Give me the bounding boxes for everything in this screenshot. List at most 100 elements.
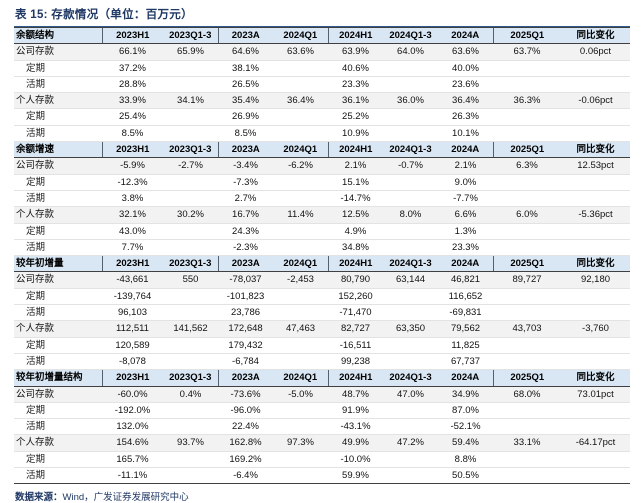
cell: 43.0%: [102, 223, 163, 240]
cell: -2,453: [273, 271, 328, 289]
cell: 32.1%: [102, 206, 163, 224]
table-row: 活期 -8,078 -6,784 99,238 67,737: [14, 353, 630, 371]
cell: -5.0%: [273, 386, 328, 403]
cell: [493, 60, 561, 77]
cell: -5.36pct: [561, 206, 630, 224]
cell: 6.3%: [493, 157, 561, 175]
cell: 82,727: [328, 320, 383, 338]
cell: [561, 353, 630, 371]
cell: [493, 190, 561, 208]
cell: [561, 402, 630, 420]
cell: 26.5%: [218, 76, 273, 94]
row-label: 公司存款: [14, 271, 102, 289]
cell: 23,786: [218, 304, 273, 322]
cell: 91.9%: [328, 402, 383, 420]
cell: -6.4%: [218, 467, 273, 485]
cell: -6.2%: [273, 157, 328, 175]
cell: 6.6%: [438, 206, 493, 224]
cell: [493, 467, 561, 485]
cell: 28.8%: [102, 76, 163, 94]
table-row: 公司存款 -43,661 550 -78,037 -2,453 80,790 63,144 4…: [14, 271, 630, 289]
cell: [273, 125, 328, 143]
cell: 0.06pct: [561, 43, 630, 61]
cell: -6,784: [218, 353, 273, 371]
cell: [273, 190, 328, 208]
cell: [493, 108, 561, 126]
cell: [273, 76, 328, 94]
cell: 4.9%: [328, 223, 383, 240]
cell: 22.4%: [218, 418, 273, 436]
table-row: 活期 7.7% -2.3% 34.8% 23.3%: [14, 239, 630, 257]
cell: 10.9%: [328, 125, 383, 143]
cell: 25.4%: [102, 108, 163, 126]
cell: 36.0%: [383, 92, 438, 110]
cell: 9.0%: [438, 174, 493, 191]
cell: -0.7%: [383, 157, 438, 175]
column-header: 2024A: [438, 26, 493, 45]
cell: -2.3%: [218, 239, 273, 257]
cell: -7.3%: [218, 174, 273, 191]
cell: [493, 76, 561, 94]
cell: [493, 353, 561, 371]
cell: [493, 288, 561, 306]
cell: [493, 402, 561, 420]
cell: -192.0%: [102, 402, 163, 420]
column-header: 2024H1: [327, 369, 383, 387]
row-label: 活期: [14, 304, 102, 322]
cell: 7.7%: [102, 239, 163, 257]
cell: 36.1%: [328, 92, 383, 110]
row-label: 定期: [14, 223, 102, 240]
row-label: 个人存款: [14, 320, 102, 338]
cell: [561, 223, 630, 240]
table-row: 活期 3.8% 2.7% -14.7% -7.7%: [14, 190, 630, 208]
cell: [163, 125, 218, 143]
table-row: 公司存款 -60.0% 0.4% -73.6% -5.0% 48.7% 47.0% 34.9%…: [14, 386, 630, 403]
row-label: 定期: [14, 174, 102, 191]
cell: 12.53pct: [561, 157, 630, 175]
cell: [561, 60, 630, 77]
cell: 132.0%: [102, 418, 163, 436]
cell: [561, 239, 630, 257]
cell: [561, 190, 630, 208]
column-header: 2023A: [217, 141, 273, 159]
cell: [383, 239, 438, 257]
cell: [273, 174, 328, 191]
column-header: 同比变化: [561, 255, 630, 273]
cell: [561, 337, 630, 354]
row-label: 活期: [14, 353, 102, 371]
cell: [493, 304, 561, 322]
cell: [163, 353, 218, 371]
column-header: 2024Q1-3: [383, 26, 438, 45]
cell: 33.1%: [493, 434, 561, 452]
cell: 25.2%: [328, 108, 383, 126]
cell: 36.4%: [438, 92, 493, 110]
cell: 47.2%: [383, 434, 438, 452]
table-row: 定期 120,589 179,432 -16,511 11,825: [14, 337, 630, 354]
column-header: 2023Q1-3: [163, 369, 218, 387]
cell: -71,470: [328, 304, 383, 322]
cell: 10.1%: [438, 125, 493, 143]
cell: 26.3%: [438, 108, 493, 126]
cell: [273, 418, 328, 436]
cell: 34.1%: [163, 92, 218, 110]
cell: 63,144: [383, 271, 438, 289]
cell: [383, 108, 438, 126]
cell: 34.8%: [328, 239, 383, 257]
cell: [163, 190, 218, 208]
cell: 67,737: [438, 353, 493, 371]
cell: [163, 402, 218, 420]
cell: [561, 125, 630, 143]
cell: 12.5%: [328, 206, 383, 224]
cell: [273, 402, 328, 420]
cell: 65.9%: [163, 43, 218, 61]
cell: 154.6%: [102, 434, 163, 452]
cell: [383, 337, 438, 354]
cell: 11,825: [438, 337, 493, 354]
cell: 0.4%: [163, 386, 218, 403]
cell: 63.9%: [328, 43, 383, 61]
cell: 15.1%: [328, 174, 383, 191]
column-header: 2024A: [438, 141, 493, 159]
cell: [493, 418, 561, 436]
cell: 59.9%: [328, 467, 383, 485]
column-header: 2024H1: [327, 255, 383, 273]
